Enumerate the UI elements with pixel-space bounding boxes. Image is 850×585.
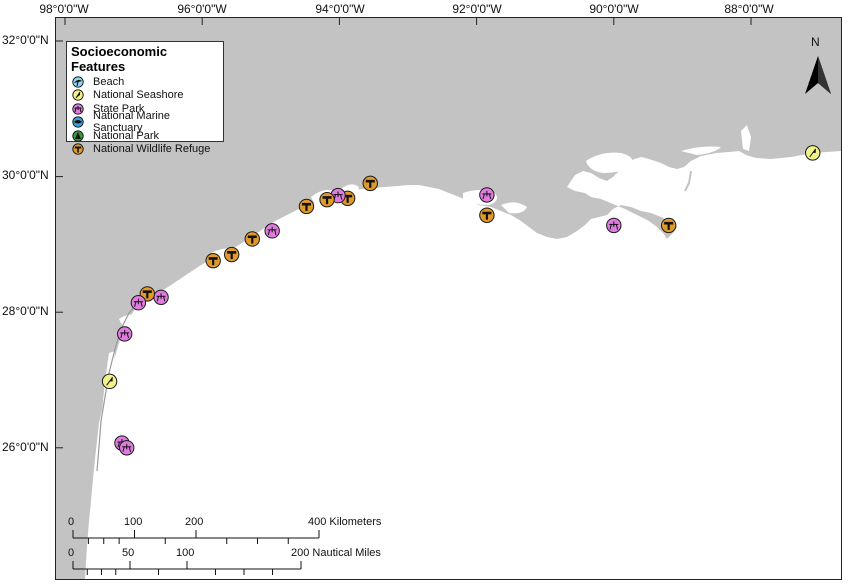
legend-item-wildlife-refuge: National Wildlife Refuge [71,143,219,157]
longitude-label: 94°0'0"W [315,2,365,16]
atchafalaya-bay [501,202,527,214]
latitude-label: 26°0'0"N [2,440,49,454]
national-park-icon [72,130,84,142]
marine-sanctuary-icon [72,116,84,128]
national-seashore-marker[interactable] [101,373,118,390]
scale-km-number: 0 [68,516,75,528]
scale-bar-kilometers [72,530,320,544]
land-mass [56,18,841,579]
wildlife-refuge-marker[interactable] [205,252,221,269]
scale-km-number: 200 [185,516,204,528]
mobile-bay [741,125,751,151]
state-park-marker[interactable] [606,217,622,234]
lake-borgne [641,167,661,178]
wildlife-refuge-marker[interactable] [298,198,315,215]
latitude-label: 30°0'0"N [2,168,49,182]
national-seashore-icon [72,89,84,101]
scale-nm-number: 0 [68,547,75,559]
legend-label: National Seashore [93,89,184,102]
wildlife-refuge-marker[interactable] [223,246,240,263]
state-park-marker[interactable] [116,326,133,342]
wildlife-refuge-marker[interactable] [362,175,378,192]
legend-label: National Wildlife Refuge [93,143,211,156]
scale-km-number: 100 [124,516,143,528]
wildlife-refuge-icon [72,143,84,155]
north-label: N [811,35,820,49]
wildlife-refuge-marker[interactable] [479,207,495,223]
wildlife-refuge-marker[interactable] [319,191,335,208]
longitude-label: 88°0'0"W [724,2,774,16]
chandeleur-islands [684,170,692,192]
graticule-ticks [56,18,752,449]
state-park-marker[interactable] [153,289,169,305]
legend-item-marine-sanctuary: National Marine Sanctuary [71,110,219,134]
mississippi-sound [681,146,721,155]
longitude-label: 90°0'0"W [589,2,639,16]
state-park-icon [72,103,84,115]
latitude-label: 28°0'0"N [2,304,49,318]
scale-nm-number: 100 [176,547,195,559]
legend-label: National Marine Sanctuary [93,110,171,135]
longitude-label: 98°0'0"W [39,2,89,16]
beach-icon [72,76,84,88]
map-canvas[interactable] [56,18,841,579]
legend-label: State Park [93,102,145,115]
latitude-label: 32°0'0"N [2,33,49,47]
north-arrow [805,56,831,94]
state-park-marker[interactable] [479,187,495,203]
legend-item-national-seashore: National Seashore [71,89,219,103]
longitude-label: 96°0'0"W [177,2,227,16]
feature-markers [101,145,821,456]
wildlife-refuge-marker[interactable] [660,217,677,234]
legend-item-state-park: State Park [71,102,219,116]
legend: Socioeconomic Features Beach National Se… [66,41,224,155]
state-park-marker[interactable] [119,440,135,456]
state-park-marker[interactable] [264,223,280,239]
scale-nm-label: 200 Nautical Miles [291,547,381,559]
state-park-marker[interactable] [130,295,147,311]
longitude-label: 92°0'0"W [452,2,502,16]
legend-item-national-park: National Park [71,129,219,143]
legend-title: Socioeconomic Features [71,44,168,74]
legend-label: National Park [93,129,160,142]
national-seashore-marker[interactable] [805,145,821,161]
scale-nm-number: 50 [122,547,135,559]
scale-km-label: 400 Kilometers [308,516,382,528]
scale-bar-nautical-miles [72,561,302,575]
wildlife-refuge-marker[interactable] [244,231,260,247]
legend-item-beach: Beach [71,75,219,89]
lake-pontchartrain [586,152,633,173]
legend-label: Beach [93,75,125,88]
